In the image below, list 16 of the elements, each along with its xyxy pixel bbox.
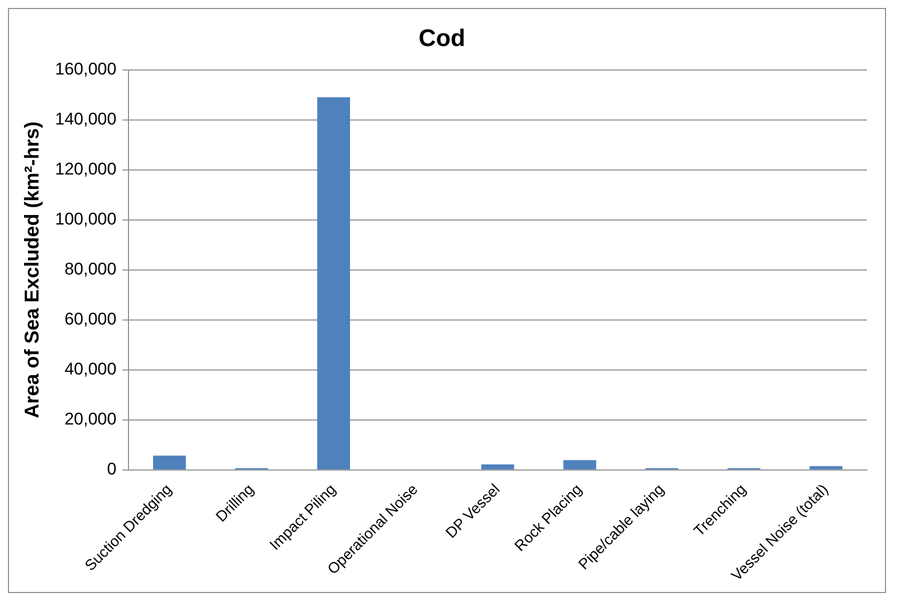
y-axis-title: Area of Sea Excluded (km²-hrs) — [22, 121, 44, 418]
bar — [810, 466, 842, 470]
y-tick-label: 140,000 — [55, 110, 116, 128]
y-tick-label: 40,000 — [64, 360, 116, 379]
bar — [481, 464, 514, 470]
bar — [317, 97, 350, 470]
y-tick-label: 60,000 — [64, 310, 116, 329]
y-tick-label: 160,000 — [55, 59, 116, 78]
bar — [563, 460, 596, 470]
y-tick-label: 120,000 — [55, 160, 116, 179]
y-tick-label: 20,000 — [64, 410, 116, 429]
y-tick-label: 100,000 — [55, 210, 116, 229]
bar — [153, 456, 186, 470]
y-tick-label: 80,000 — [64, 260, 116, 279]
chart-title: Cod — [418, 25, 466, 52]
y-tick-label: 0 — [106, 460, 116, 479]
